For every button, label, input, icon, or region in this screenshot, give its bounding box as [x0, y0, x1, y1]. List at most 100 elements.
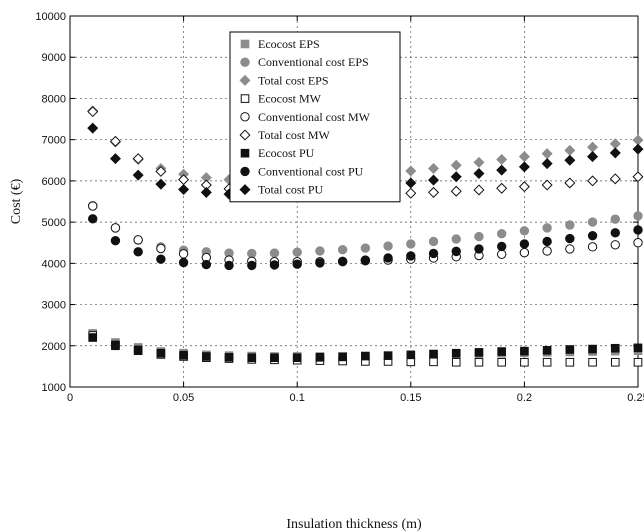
data-point	[178, 257, 189, 268]
data-point	[269, 260, 280, 270]
legend-marker	[239, 129, 251, 141]
data-point	[587, 242, 598, 252]
data-point	[542, 223, 552, 233]
data-point	[155, 165, 167, 177]
data-point	[110, 235, 121, 246]
data-point	[428, 163, 440, 175]
legend-label: Total cost PU	[258, 183, 323, 197]
data-point	[88, 201, 98, 211]
y-tick-label: 9000	[42, 52, 66, 64]
data-point	[588, 357, 597, 367]
data-point	[292, 259, 302, 269]
data-point	[587, 175, 599, 187]
data-point	[520, 346, 529, 356]
data-point	[156, 254, 166, 264]
data-point	[519, 239, 530, 249]
legend-label: Conventional cost PU	[258, 164, 364, 178]
data-point	[133, 235, 143, 245]
data-point	[405, 187, 417, 199]
data-point	[609, 147, 621, 159]
data-point	[110, 223, 121, 233]
data-point	[519, 226, 530, 236]
data-point	[450, 171, 462, 183]
data-point	[473, 184, 485, 196]
data-point	[518, 151, 530, 163]
data-point	[609, 173, 621, 185]
data-point	[633, 343, 643, 353]
data-point	[292, 353, 302, 363]
y-tick-label: 4000	[42, 258, 66, 270]
data-point	[518, 161, 530, 173]
data-point	[451, 234, 461, 244]
data-point	[360, 243, 371, 253]
data-point	[383, 241, 393, 251]
legend-marker	[239, 184, 251, 196]
data-point	[542, 346, 552, 355]
data-point	[564, 144, 576, 156]
data-point	[496, 164, 508, 176]
legend-label: Total cost MW	[258, 128, 330, 142]
x-tick-label: 0.25	[627, 392, 644, 404]
data-point	[88, 214, 98, 224]
data-point	[132, 153, 144, 165]
data-point	[450, 159, 462, 171]
data-point	[496, 249, 507, 259]
series-6	[88, 333, 643, 363]
data-point	[270, 353, 279, 363]
y-tick-label: 8000	[42, 93, 66, 105]
data-point	[224, 260, 234, 271]
data-point	[633, 211, 643, 221]
data-point	[405, 165, 417, 177]
x-tick-label: 0.1	[290, 392, 305, 404]
data-point	[337, 256, 348, 267]
data-point	[202, 352, 211, 361]
data-point	[315, 246, 325, 256]
data-point	[406, 239, 416, 249]
data-point	[338, 352, 347, 362]
data-point	[428, 236, 439, 247]
data-point	[587, 151, 599, 163]
data-point	[156, 243, 166, 254]
data-point	[542, 246, 552, 256]
data-point	[179, 350, 188, 360]
data-point	[609, 138, 621, 150]
data-point	[474, 244, 484, 254]
data-point	[518, 181, 530, 193]
data-point	[451, 246, 461, 257]
data-point	[156, 348, 166, 358]
data-point	[178, 249, 189, 259]
data-point	[610, 240, 620, 250]
y-tick-label: 6000	[42, 176, 66, 188]
data-point	[610, 228, 620, 238]
x-tick-label: 0.2	[517, 392, 532, 404]
data-point	[132, 169, 144, 181]
data-point	[428, 248, 439, 259]
data-point	[88, 333, 98, 342]
y-tick-label: 5000	[42, 217, 66, 229]
legend-label: Conventional cost EPS	[258, 55, 369, 69]
x-tick-label: 0.15	[400, 392, 421, 404]
data-point	[587, 231, 598, 241]
y-tick-label: 10000	[35, 11, 66, 23]
data-point	[564, 154, 576, 166]
data-point	[565, 233, 575, 244]
data-point	[429, 357, 438, 367]
legend-label: Ecocost PU	[258, 146, 315, 160]
data-point	[109, 135, 121, 147]
y-tick-label: 3000	[42, 300, 66, 312]
data-point	[429, 349, 438, 359]
data-point	[473, 156, 485, 168]
data-point	[587, 217, 598, 227]
legend-box	[229, 31, 401, 203]
x-tick-label: 0	[67, 392, 73, 404]
data-point	[473, 167, 485, 179]
data-point	[87, 122, 99, 134]
data-point	[247, 248, 257, 259]
data-point	[610, 343, 620, 353]
data-point	[633, 225, 643, 235]
data-point	[428, 186, 440, 198]
legend: Ecocost EPS Conventional cost EPS Total co…	[229, 31, 401, 203]
data-point	[201, 259, 212, 270]
data-point	[406, 357, 416, 367]
data-point	[133, 247, 143, 257]
